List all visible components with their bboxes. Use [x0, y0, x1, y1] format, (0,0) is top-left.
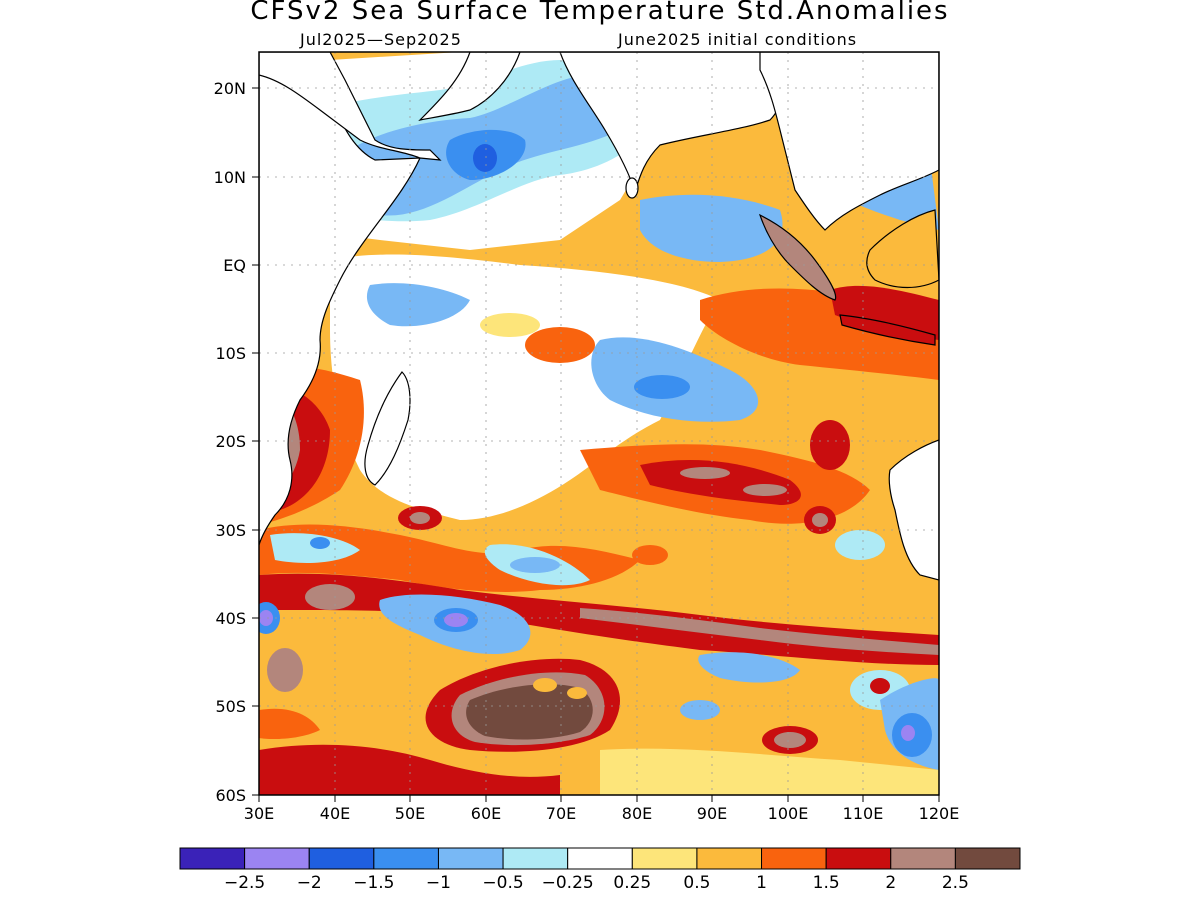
colorbar-swatch [373, 847, 439, 870]
subtrop-extreme-1 [680, 467, 730, 479]
colorbar-swatch [696, 847, 763, 870]
colorbar-label: −2 [297, 873, 322, 893]
colorbar-swatch [308, 847, 375, 870]
subtrop-extreme-2 [743, 484, 787, 496]
lat-label: 10N [214, 168, 246, 187]
colorbar-label: 1.5 [813, 873, 840, 893]
south-warm-band [259, 744, 560, 795]
colorbar-label: 2 [885, 873, 896, 893]
lat-label: EQ [223, 256, 246, 275]
colorbar-label: −2.5 [224, 873, 265, 893]
colorbar-label: −1.5 [353, 873, 394, 893]
lat-label: 50S [215, 697, 246, 716]
colorbar-swatch [502, 847, 569, 870]
lon-label: 80E [622, 804, 652, 823]
indochina-land [759, 52, 939, 231]
initial-conditions: June2025 initial conditions [618, 30, 858, 49]
forecast-period: Jul2025—Sep2025 [300, 30, 462, 49]
sri-lanka-land [625, 177, 639, 199]
colorbar-swatch [567, 847, 633, 870]
warm-eddy-2 [810, 420, 850, 470]
lon-label: 60E [471, 804, 501, 823]
grid-lines [259, 52, 939, 795]
lat-label: 20S [215, 432, 246, 451]
map-title: CFSv2 Sea Surface Temperature Std.Anomal… [250, 0, 950, 26]
lon-axis: 30E 40E 50E 60E 70E 80E 90E 100E 110E 12… [244, 795, 960, 823]
band-35s-cool-3 [835, 530, 885, 560]
warm-patch-eq [525, 327, 595, 363]
warm-eddy-1-core [812, 513, 828, 527]
bay-cool [640, 194, 783, 262]
australia-land [888, 439, 939, 581]
lon-label: 110E [843, 804, 884, 823]
acc-extreme-band [580, 608, 939, 655]
colorbar-swatch [761, 847, 827, 870]
colorbar-label: −1 [426, 873, 451, 893]
lon-label: 30E [244, 804, 274, 823]
colorbar-swatch [890, 847, 956, 870]
colorbar-swatch [244, 847, 310, 870]
lon-label: 90E [697, 804, 727, 823]
lat-axis: 20N 10N EQ 10S 20S 30S 40S 50S 60S [214, 79, 259, 805]
lat-label: 20N [214, 79, 246, 98]
java-land [839, 314, 936, 346]
colorbar-label: 2.5 [942, 873, 969, 893]
colorbar: −2.5 −2 −1.5 −1 −0.5 −0.25 0.25 0.5 1 1.5 2 2.5 [179, 847, 1021, 893]
cool-45s [698, 652, 800, 683]
cool-40s-west-core [259, 610, 273, 626]
sumatra-land [758, 213, 837, 301]
colorbar-label: −0.5 [482, 873, 523, 893]
cool-52s [680, 700, 720, 720]
south-weak-warm [600, 748, 939, 795]
south-warm-west [259, 708, 320, 740]
arabia-land [259, 52, 442, 161]
borneo-land [866, 209, 939, 289]
warm-spot-47s-east [870, 678, 890, 694]
lon-label: 70E [546, 804, 576, 823]
map-frame [258, 51, 940, 796]
warm-eddy-3-core [410, 512, 430, 524]
lon-label: 120E [919, 804, 960, 823]
cool-40s-strong [444, 613, 468, 627]
band-35s-cool-2-core [510, 557, 560, 573]
indonesia-strong-warm [830, 285, 939, 340]
colorbar-label: 0.5 [683, 873, 710, 893]
cool-core-strong [473, 144, 497, 172]
lat-label: 30S [215, 521, 246, 540]
lat-label: 60S [215, 786, 246, 805]
anomaly-field [259, 52, 939, 795]
colorbar-swatch [825, 847, 892, 870]
cool-patch-1 [366, 283, 470, 327]
arabia-east [418, 52, 521, 121]
africa-land [259, 52, 421, 546]
colorbar-label: 1 [756, 873, 767, 893]
cool-se-strong [901, 725, 915, 741]
colorbar-label: 0.25 [613, 873, 651, 893]
band-35s-cool-1-core [310, 537, 330, 549]
madagascar-land [364, 371, 411, 486]
lat-label: 10S [215, 344, 246, 363]
lon-label: 100E [768, 804, 809, 823]
colorbar-swatch [437, 847, 504, 870]
warm-spot-50s-west [267, 648, 303, 692]
warm-ring-inner-2 [567, 687, 587, 699]
colorbar-swatch [179, 847, 246, 870]
colorbar-swatch [631, 847, 698, 870]
weak-warm-patch [480, 313, 540, 337]
band-35s-warm-2 [632, 545, 668, 565]
colorbar-label: −0.25 [542, 873, 594, 893]
acc-extreme-spot [305, 584, 355, 610]
lat-label: 40S [215, 609, 246, 628]
lon-label: 40E [320, 804, 350, 823]
warm-spot-53s-core [774, 732, 806, 748]
cool-patch-2-core [634, 375, 690, 399]
warm-ring-inner-1 [533, 678, 557, 692]
lon-label: 50E [395, 804, 425, 823]
colorbar-swatch [954, 847, 1021, 870]
